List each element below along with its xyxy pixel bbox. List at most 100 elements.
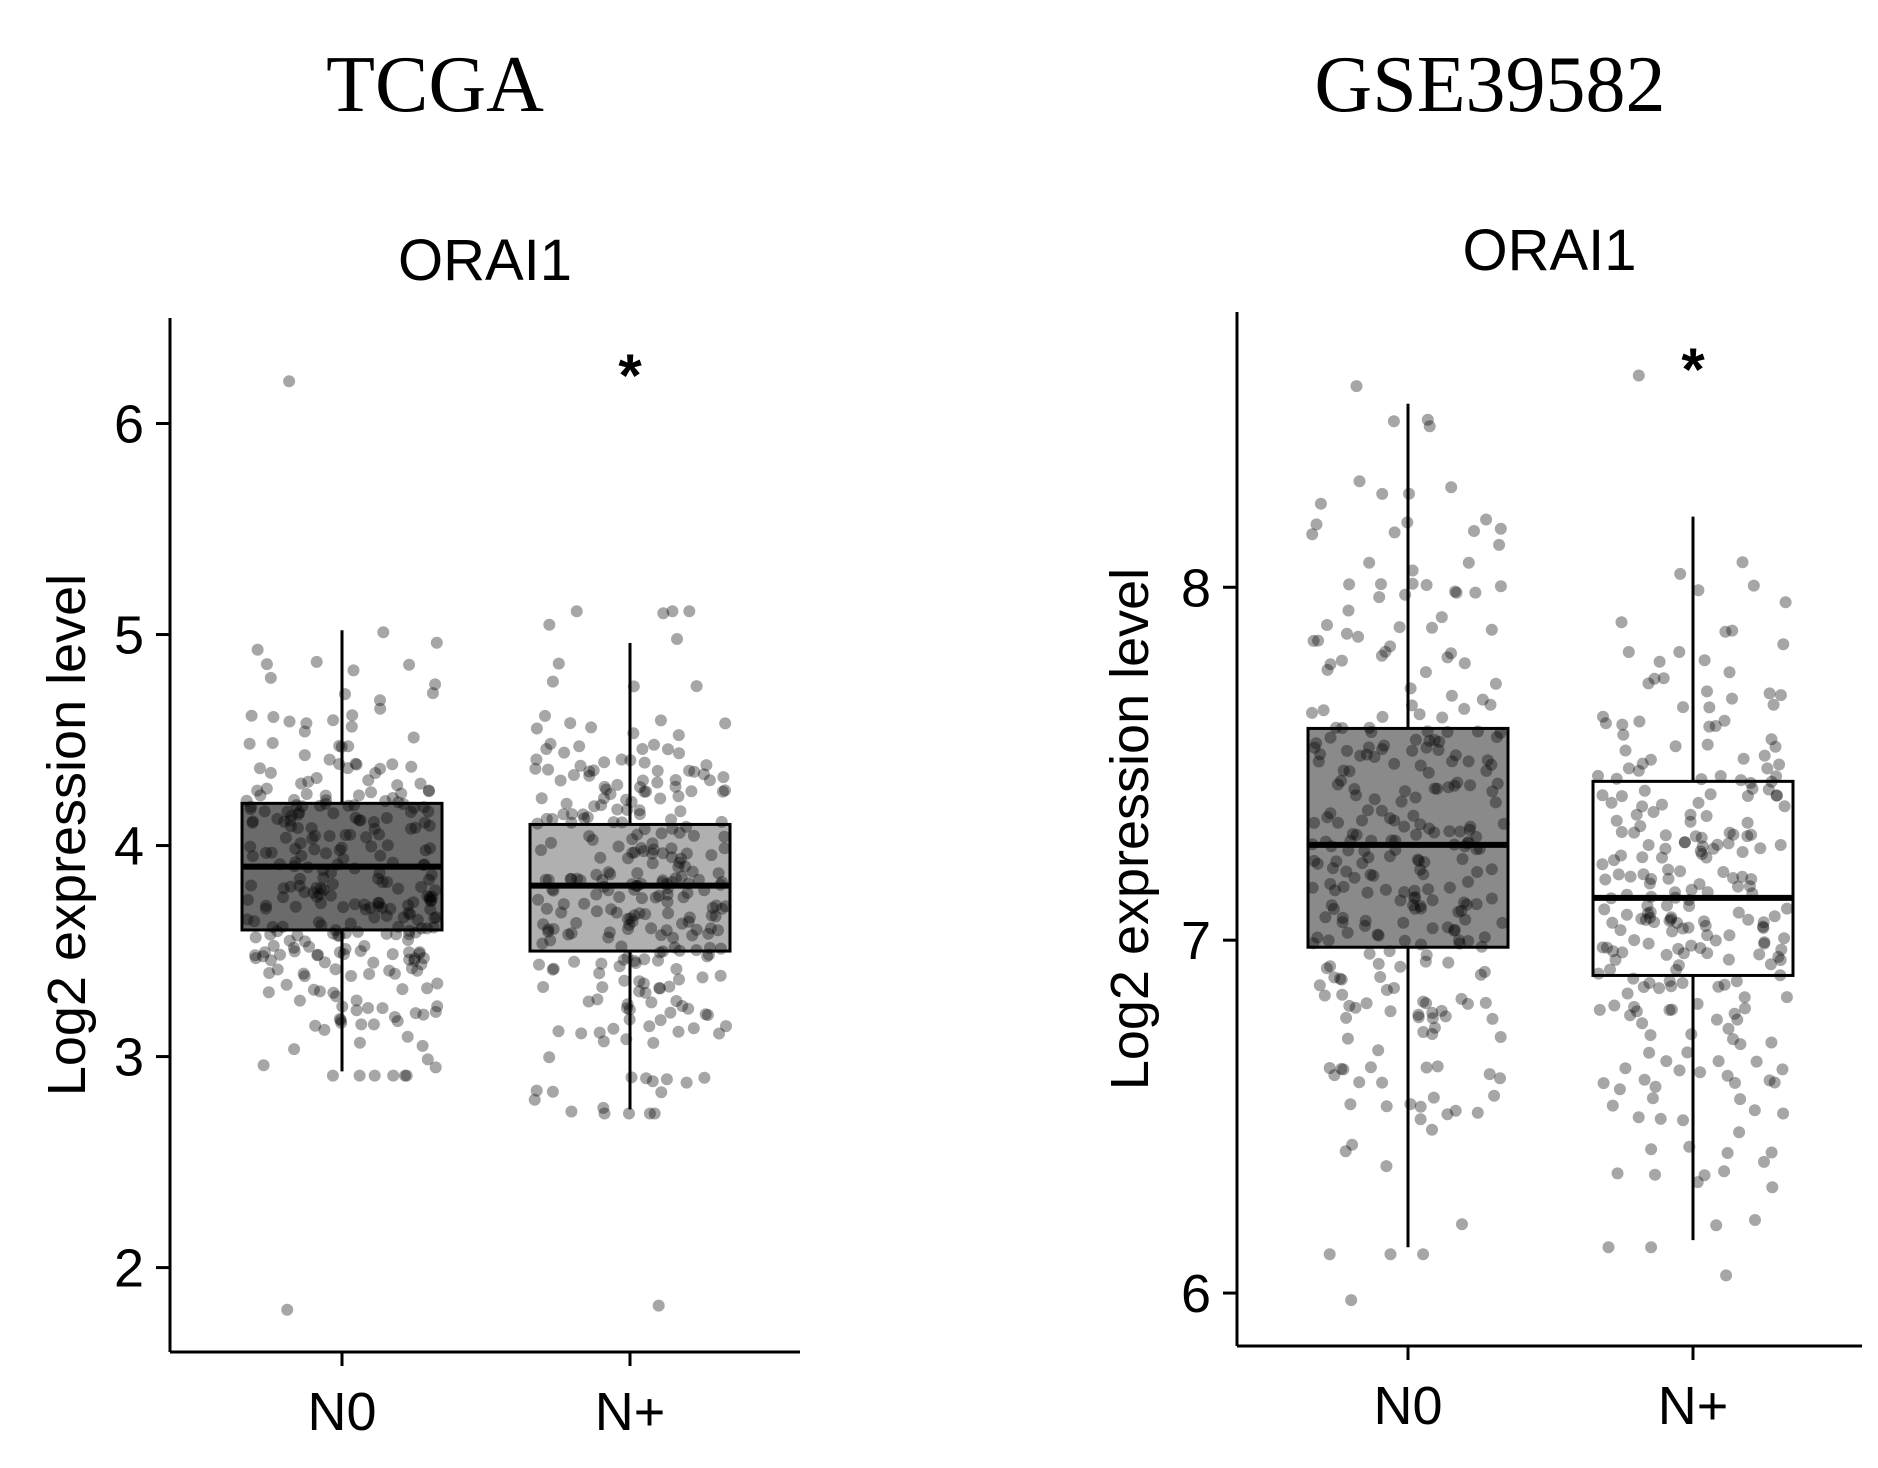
data-point [1598, 903, 1611, 916]
data-point [1494, 522, 1507, 535]
data-point [1413, 708, 1426, 721]
data-point [655, 929, 668, 942]
data-point [326, 1069, 339, 1082]
data-point [1739, 1002, 1751, 1015]
data-point [426, 687, 439, 700]
data-point [1399, 588, 1412, 601]
data-point [298, 970, 311, 983]
data-point [241, 893, 254, 906]
data-point [1462, 875, 1474, 888]
data-point [288, 1043, 301, 1056]
data-point [568, 955, 581, 968]
data-point [1317, 704, 1330, 717]
data-point [1456, 853, 1469, 865]
dataset-title-gse39582: GSE39582 [1314, 41, 1666, 129]
data-point [1486, 1012, 1499, 1025]
data-point [246, 850, 259, 863]
data-point [1414, 900, 1427, 912]
data-point [1468, 525, 1480, 537]
data-point [1459, 913, 1472, 926]
data-point [662, 882, 674, 895]
data-point [1398, 886, 1411, 899]
data-point [647, 843, 660, 856]
data-point [1470, 898, 1483, 911]
data-point [660, 924, 673, 937]
data-point [253, 762, 266, 775]
data-point [703, 941, 716, 954]
data-point [558, 746, 571, 759]
data-point [1441, 651, 1454, 664]
data-point [1471, 725, 1484, 738]
data-point [327, 927, 340, 940]
data-point [1441, 726, 1454, 738]
data-point [1401, 516, 1414, 529]
data-point [1453, 934, 1465, 947]
y-tick-label: 5 [114, 606, 144, 666]
data-point [1496, 916, 1509, 929]
data-point [539, 709, 551, 722]
data-point [1754, 842, 1767, 855]
data-point [1473, 842, 1486, 855]
data-point [1343, 765, 1356, 778]
data-point [633, 907, 646, 920]
data-point [1421, 413, 1434, 426]
data-point [645, 996, 658, 1009]
data-point [646, 847, 659, 860]
data-point [1471, 1106, 1484, 1119]
data-point [1727, 872, 1740, 884]
data-point [590, 888, 603, 901]
data-point [1718, 714, 1731, 727]
data-point [277, 882, 290, 895]
data-point [1701, 947, 1714, 960]
data-point [1464, 820, 1477, 833]
data-point [675, 852, 688, 865]
x-tick-label: N+ [1658, 1376, 1729, 1436]
data-point [552, 1025, 565, 1038]
data-point [627, 727, 640, 740]
data-point [319, 789, 332, 802]
data-point [335, 740, 348, 753]
data-point [309, 829, 321, 842]
data-point [1342, 844, 1355, 857]
data-point [663, 980, 676, 993]
data-point [1461, 837, 1474, 850]
data-point [423, 819, 436, 832]
data-point [1423, 822, 1436, 835]
data-point [335, 1016, 348, 1029]
data-point [274, 948, 286, 961]
data-point [1596, 789, 1609, 802]
data-point [604, 868, 617, 881]
data-point [1723, 666, 1736, 679]
data-point [1417, 1026, 1430, 1038]
data-point [1418, 856, 1431, 869]
data-point [1314, 497, 1327, 510]
data-point [280, 978, 293, 991]
data-point [1394, 894, 1407, 907]
data-point [279, 831, 292, 844]
data-point [402, 934, 415, 946]
data-point [673, 973, 685, 986]
data-point [1339, 1145, 1352, 1158]
data-point [405, 806, 417, 818]
data-point [251, 643, 264, 656]
data-point [327, 986, 340, 999]
data-point [317, 864, 329, 876]
data-point [615, 940, 628, 953]
data-point [429, 678, 442, 691]
data-point [1462, 935, 1475, 947]
data-point [1593, 1003, 1606, 1016]
data-point [1404, 1098, 1417, 1111]
data-point [666, 605, 679, 618]
data-point [669, 780, 682, 793]
data-point [1414, 759, 1427, 772]
data-point [719, 900, 732, 913]
data-point [1441, 1108, 1454, 1121]
data-point [540, 902, 553, 915]
data-point [1469, 586, 1482, 599]
data-point [1420, 741, 1433, 754]
data-point [607, 1022, 620, 1035]
data-point [330, 990, 343, 1003]
data-point [318, 956, 331, 969]
data-point [1710, 1219, 1723, 1232]
data-point [1704, 788, 1717, 801]
